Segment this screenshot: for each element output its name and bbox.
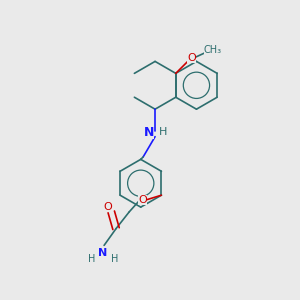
Text: O: O — [103, 202, 112, 212]
Text: O: O — [138, 195, 147, 205]
Text: H: H — [88, 254, 95, 264]
Text: O: O — [187, 52, 196, 63]
Text: N: N — [98, 248, 108, 258]
Text: H: H — [159, 127, 168, 137]
Text: CH₃: CH₃ — [204, 45, 222, 56]
Text: N: N — [144, 126, 154, 139]
Text: H: H — [111, 254, 119, 264]
